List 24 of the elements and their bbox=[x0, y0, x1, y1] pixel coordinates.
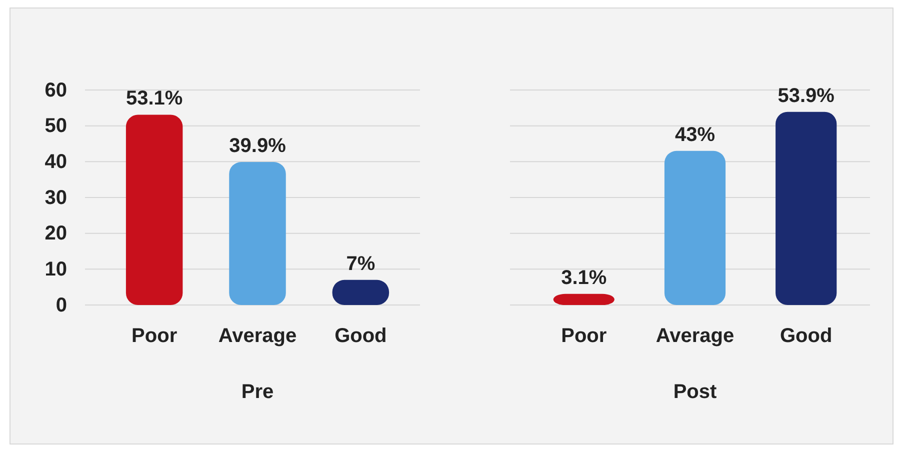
y-tick-label: 30 bbox=[44, 186, 67, 209]
x-axis-title: Post bbox=[673, 381, 718, 403]
x-tick-label: Good bbox=[780, 325, 832, 348]
x-tick-label: Average bbox=[218, 325, 297, 348]
bar bbox=[229, 162, 286, 305]
data-label: 7% bbox=[346, 252, 376, 275]
x-tick-label: Good bbox=[334, 325, 387, 348]
x-tick-label: Poor bbox=[132, 325, 178, 348]
y-tick-label: 20 bbox=[44, 222, 67, 245]
y-tick-label: 60 bbox=[44, 79, 67, 102]
data-label: 53.9% bbox=[778, 84, 835, 107]
y-tick-label: 0 bbox=[56, 294, 67, 316]
data-label: 3.1% bbox=[561, 266, 607, 289]
y-tick-label: 10 bbox=[44, 258, 67, 281]
bar bbox=[126, 114, 183, 305]
x-tick-label: Average bbox=[656, 325, 734, 348]
y-tick-label: 40 bbox=[44, 151, 67, 174]
data-label: 43% bbox=[674, 124, 716, 146]
x-tick-label: Poor bbox=[561, 325, 607, 348]
y-tick-label: 50 bbox=[44, 115, 67, 138]
data-label: 53.1% bbox=[126, 88, 183, 110]
bar bbox=[332, 280, 390, 305]
data-label: 39.9% bbox=[229, 135, 286, 158]
x-axis-title: Pre bbox=[241, 381, 274, 403]
